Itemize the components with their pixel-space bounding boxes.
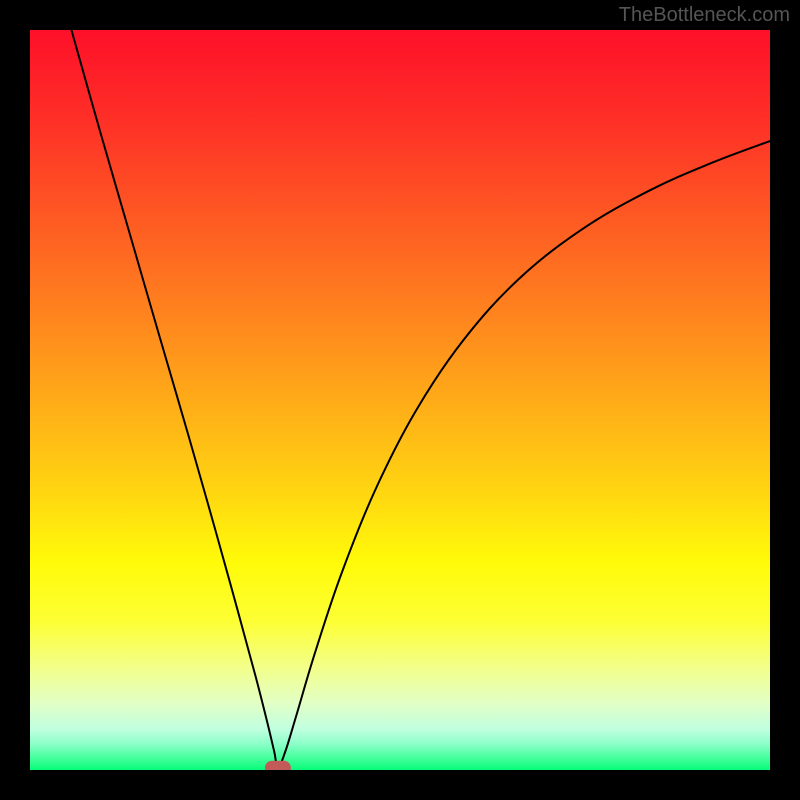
chart-gradient-background xyxy=(30,30,770,770)
chart-root: TheBottleneck.com xyxy=(0,0,800,800)
bottleneck-curve-chart xyxy=(0,0,800,800)
watermark-text: TheBottleneck.com xyxy=(619,4,790,27)
